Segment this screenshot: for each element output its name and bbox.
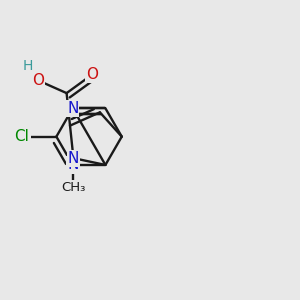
Text: CH₃: CH₃ [61, 181, 86, 194]
Text: O: O [86, 68, 98, 82]
Text: O: O [32, 73, 44, 88]
Text: N: N [68, 151, 79, 166]
Text: N: N [67, 101, 78, 116]
Text: Cl: Cl [15, 129, 29, 144]
Text: N: N [67, 158, 78, 172]
Text: H: H [22, 59, 33, 73]
